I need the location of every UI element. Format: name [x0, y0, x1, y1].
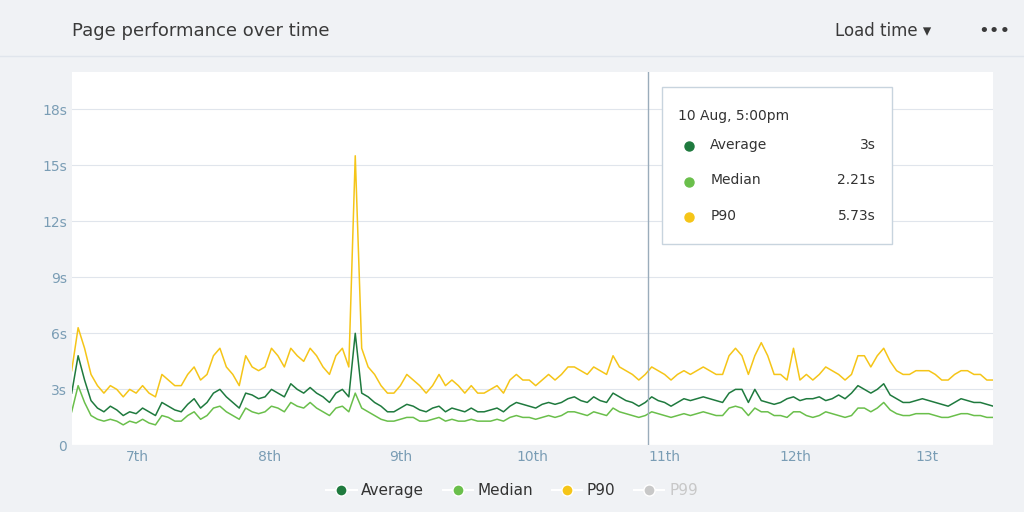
Text: P90: P90 — [711, 208, 736, 223]
Legend: Average, Median, P90, P99: Average, Median, P90, P99 — [321, 477, 703, 504]
Text: 5.73s: 5.73s — [838, 208, 876, 223]
Text: Average: Average — [711, 138, 768, 152]
Text: 3s: 3s — [859, 138, 876, 152]
Text: Page performance over time: Page performance over time — [72, 22, 329, 40]
Text: •••: ••• — [978, 22, 1010, 40]
Text: Load time ▾: Load time ▾ — [835, 22, 931, 40]
Text: Median: Median — [711, 173, 761, 187]
Text: 2.21s: 2.21s — [838, 173, 876, 187]
FancyBboxPatch shape — [662, 87, 892, 244]
Text: 10 Aug, 5:00pm: 10 Aug, 5:00pm — [678, 109, 790, 123]
